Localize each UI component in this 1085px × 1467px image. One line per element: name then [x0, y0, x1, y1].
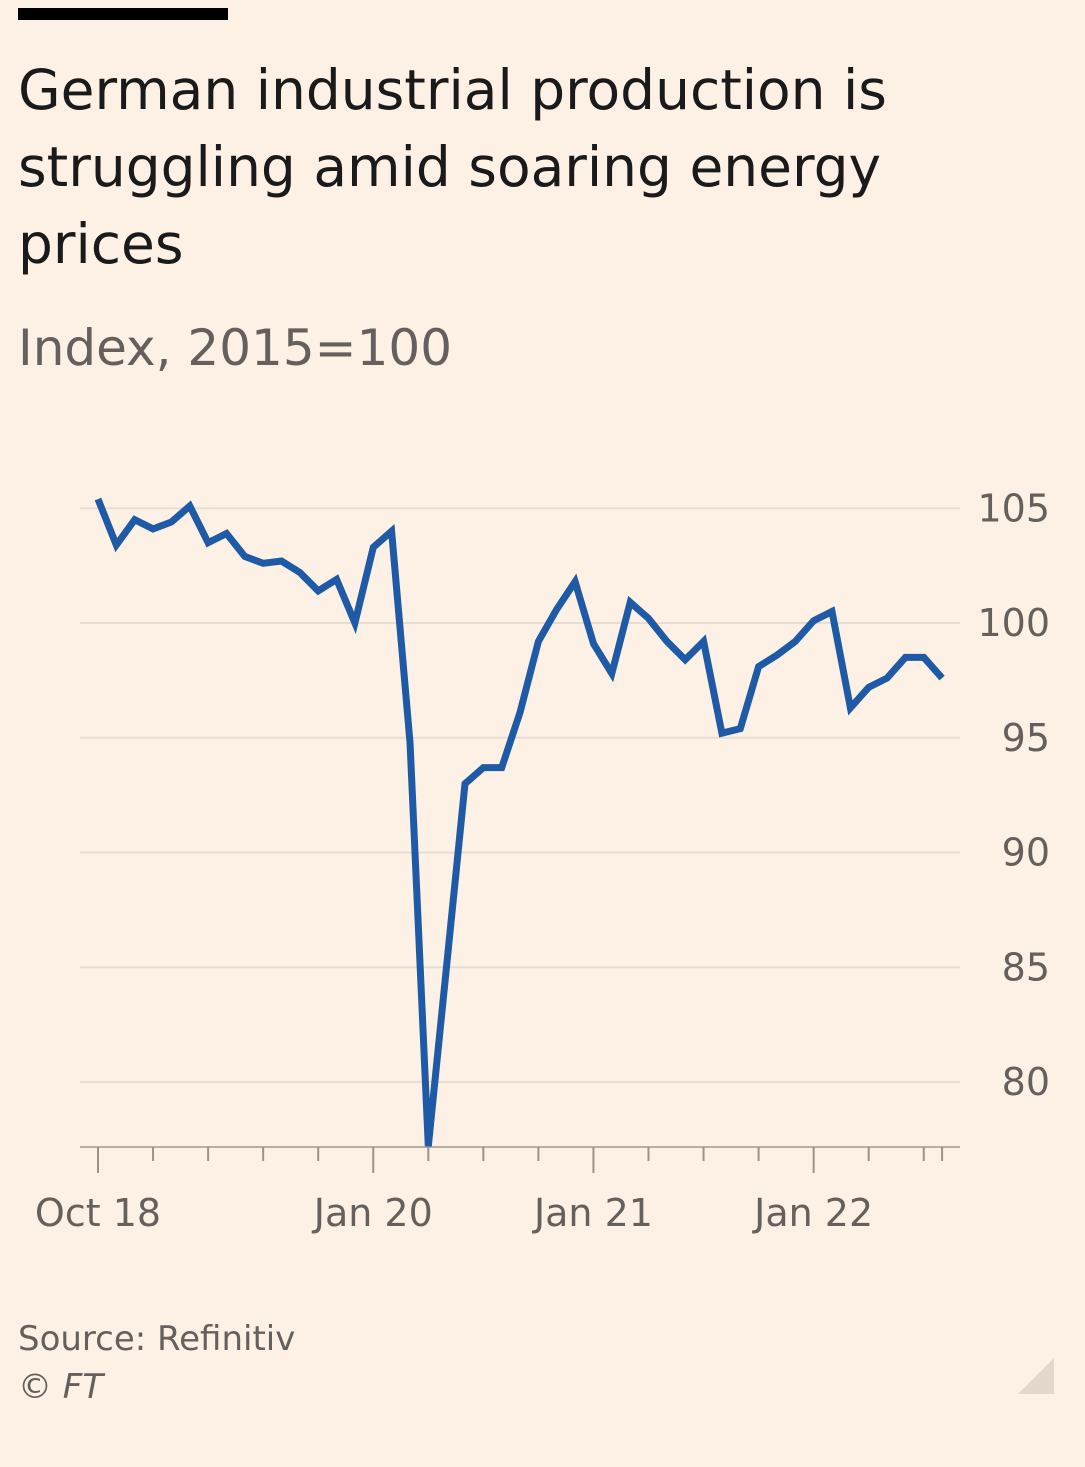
y-tick-label: 90 [1002, 831, 1050, 875]
resize-corner-icon [1018, 1358, 1054, 1394]
y-axis: 80 85 90 95 100 105 [977, 486, 1050, 1104]
x-tick-label: Jan 20 [312, 1191, 433, 1235]
x-axis [80, 1146, 960, 1173]
y-tick-label: 80 [1002, 1060, 1050, 1104]
chart-title: German industrial production is struggli… [18, 58, 887, 276]
series-layer [94, 497, 945, 1147]
chart-subtitle: Index, 2015=100 [18, 319, 453, 377]
grid-lines [80, 507, 960, 1083]
y-tick-label: 85 [1002, 945, 1050, 989]
x-tick-label: Jan 22 [752, 1191, 873, 1235]
y-tick-label: 105 [977, 486, 1050, 530]
y-tick-label: 100 [977, 601, 1050, 645]
copyright-note: © FT [18, 1367, 104, 1407]
x-tick-label: Jan 21 [532, 1191, 653, 1235]
source-note: Source: Refinitiv [18, 1319, 296, 1359]
x-tick-label: Oct 18 [35, 1191, 161, 1235]
x-tick-labels: Oct 18 Jan 20 Jan 21 Jan 22 [35, 1191, 873, 1235]
series-line-0 [94, 497, 945, 1147]
brand-bar [18, 8, 228, 20]
y-tick-label: 95 [1002, 716, 1050, 760]
